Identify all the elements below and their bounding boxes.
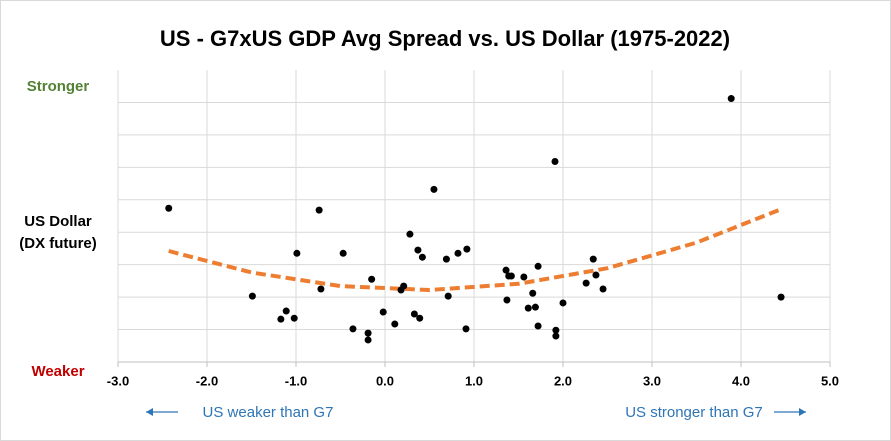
x-note-left: US weaker than G7 bbox=[203, 404, 334, 421]
point bbox=[503, 296, 511, 304]
point bbox=[559, 299, 567, 307]
point bbox=[317, 285, 325, 293]
point bbox=[339, 249, 347, 257]
point bbox=[414, 246, 422, 254]
point bbox=[368, 275, 376, 283]
point bbox=[551, 157, 559, 165]
point bbox=[524, 304, 532, 312]
y-label-line: US Dollar bbox=[24, 213, 92, 230]
point bbox=[416, 314, 424, 322]
point bbox=[248, 292, 256, 300]
x-note-right: US stronger than G7 bbox=[625, 404, 763, 421]
point bbox=[442, 255, 450, 263]
point bbox=[599, 285, 607, 293]
arrow-right-head bbox=[799, 408, 806, 416]
point bbox=[410, 310, 418, 318]
point bbox=[552, 326, 560, 334]
arrow-left-head bbox=[146, 408, 153, 416]
point bbox=[282, 307, 290, 315]
point bbox=[364, 336, 372, 344]
point bbox=[277, 315, 285, 323]
x-tick-label: 2.0 bbox=[554, 373, 572, 388]
point bbox=[520, 273, 528, 281]
x-tick-label: -1.0 bbox=[285, 373, 307, 388]
x-tick-label: 4.0 bbox=[732, 373, 750, 388]
x-tick-label: 3.0 bbox=[643, 373, 661, 388]
point bbox=[531, 303, 539, 311]
point bbox=[418, 253, 426, 261]
arrows bbox=[146, 408, 806, 416]
trendline bbox=[168, 207, 782, 292]
point bbox=[364, 329, 372, 337]
point bbox=[727, 95, 735, 103]
y-label-line: (DX future) bbox=[19, 235, 97, 252]
point bbox=[463, 245, 471, 253]
point bbox=[534, 322, 542, 330]
point bbox=[462, 325, 470, 333]
point bbox=[293, 249, 301, 257]
point bbox=[290, 314, 298, 322]
point bbox=[502, 266, 510, 274]
point bbox=[444, 292, 452, 300]
point bbox=[507, 272, 515, 280]
x-tick-label: 5.0 bbox=[821, 373, 839, 388]
point bbox=[379, 308, 387, 316]
y-label-bottom: Weaker bbox=[31, 363, 84, 380]
point bbox=[777, 293, 785, 301]
point bbox=[534, 262, 542, 270]
y-label-top: Stronger bbox=[27, 78, 90, 95]
point bbox=[430, 185, 438, 193]
point bbox=[529, 289, 537, 297]
point bbox=[391, 320, 399, 328]
point bbox=[349, 325, 357, 333]
x-tick-label: -3.0 bbox=[107, 373, 129, 388]
point bbox=[552, 332, 560, 340]
point bbox=[165, 204, 173, 212]
x-tick-label: 1.0 bbox=[465, 373, 483, 388]
x-tick-label: 0.0 bbox=[376, 373, 394, 388]
point bbox=[582, 279, 590, 287]
point bbox=[589, 255, 597, 263]
chart-title: US - G7xUS GDP Avg Spread vs. US Dollar … bbox=[160, 26, 730, 51]
point bbox=[454, 249, 462, 257]
x-tick-label: -2.0 bbox=[196, 373, 218, 388]
point bbox=[315, 206, 323, 214]
point bbox=[400, 282, 408, 290]
point bbox=[406, 230, 414, 238]
point bbox=[592, 271, 600, 279]
